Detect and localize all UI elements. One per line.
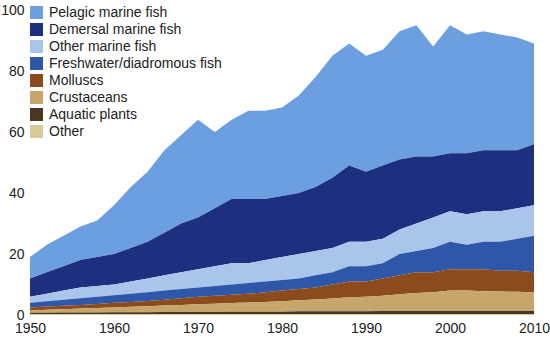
svg-text:0: 0 bbox=[16, 307, 25, 323]
html-text:Pelagic marine fish: Pelagic marine fish bbox=[49, 4, 168, 20]
svg-text:100: 100 bbox=[1, 2, 25, 18]
svg-text:40: 40 bbox=[9, 185, 25, 201]
svg-text:1960: 1960 bbox=[99, 320, 130, 336]
html-text:Demersal marine fish: Demersal marine fish bbox=[49, 21, 182, 37]
html-text:Aquatic plants: Aquatic plants bbox=[49, 106, 137, 122]
svg-text:2000: 2000 bbox=[435, 320, 466, 336]
svg-text:80: 80 bbox=[9, 63, 25, 79]
html-text:Other: Other bbox=[49, 123, 84, 139]
html-text:Freshwater/diadromous fish: Freshwater/diadromous fish bbox=[49, 55, 222, 71]
svg-text:20: 20 bbox=[9, 246, 25, 262]
svg-text:2010: 2010 bbox=[519, 320, 550, 336]
svg-text:1970: 1970 bbox=[183, 320, 214, 336]
html-text:Molluscs: Molluscs bbox=[49, 72, 104, 88]
svg-text:1990: 1990 bbox=[351, 320, 382, 336]
html-text:Crustaceans: Crustaceans bbox=[49, 89, 128, 105]
svg-text:1950: 1950 bbox=[15, 320, 46, 336]
svg-text:1980: 1980 bbox=[267, 320, 298, 336]
html-text:Other marine fish: Other marine fish bbox=[49, 38, 157, 54]
svg-text:60: 60 bbox=[9, 124, 25, 140]
